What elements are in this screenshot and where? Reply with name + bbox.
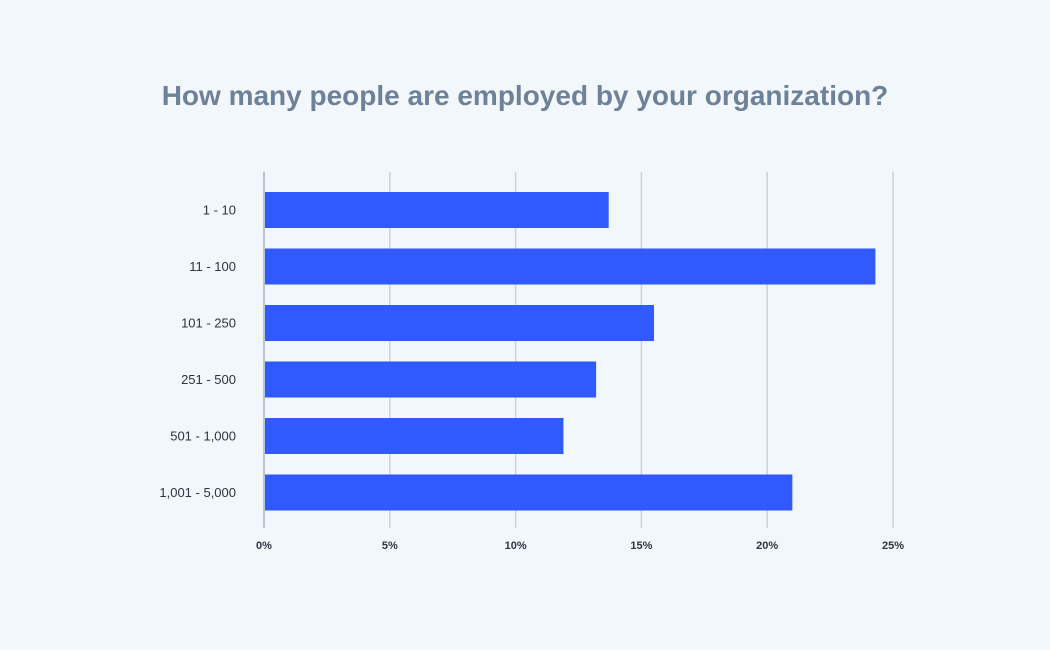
category-label: 1 - 10 xyxy=(203,203,236,218)
x-tick-label: 15% xyxy=(630,540,652,552)
x-tick-label: 0% xyxy=(256,540,272,552)
bar xyxy=(264,418,564,454)
bar xyxy=(264,248,876,285)
bar xyxy=(264,474,793,511)
bar xyxy=(264,305,654,341)
category-labels: 1 - 10 11 - 100 101 - 250 251 - 500 501 - 1,… xyxy=(159,203,236,501)
x-tick-label: 25% xyxy=(882,540,904,552)
chart-title: How many people are employed by your org… xyxy=(161,80,889,111)
x-tick-label: 5% xyxy=(382,540,398,552)
category-label: 251 - 500 xyxy=(181,372,236,387)
x-tick-label: 20% xyxy=(756,540,778,552)
bar xyxy=(264,192,609,228)
category-label: 1,001 - 5,000 xyxy=(159,485,236,500)
x-tick-label: 10% xyxy=(505,540,527,552)
gridlines xyxy=(389,172,894,528)
category-label: 501 - 1,000 xyxy=(170,429,236,444)
category-label: 11 - 100 xyxy=(189,259,236,274)
bar xyxy=(264,361,597,398)
x-tick-labels: 0% 5% 10% 15% 20% 25% xyxy=(256,540,904,552)
bars xyxy=(264,192,876,511)
category-label: 101 - 250 xyxy=(181,316,236,331)
